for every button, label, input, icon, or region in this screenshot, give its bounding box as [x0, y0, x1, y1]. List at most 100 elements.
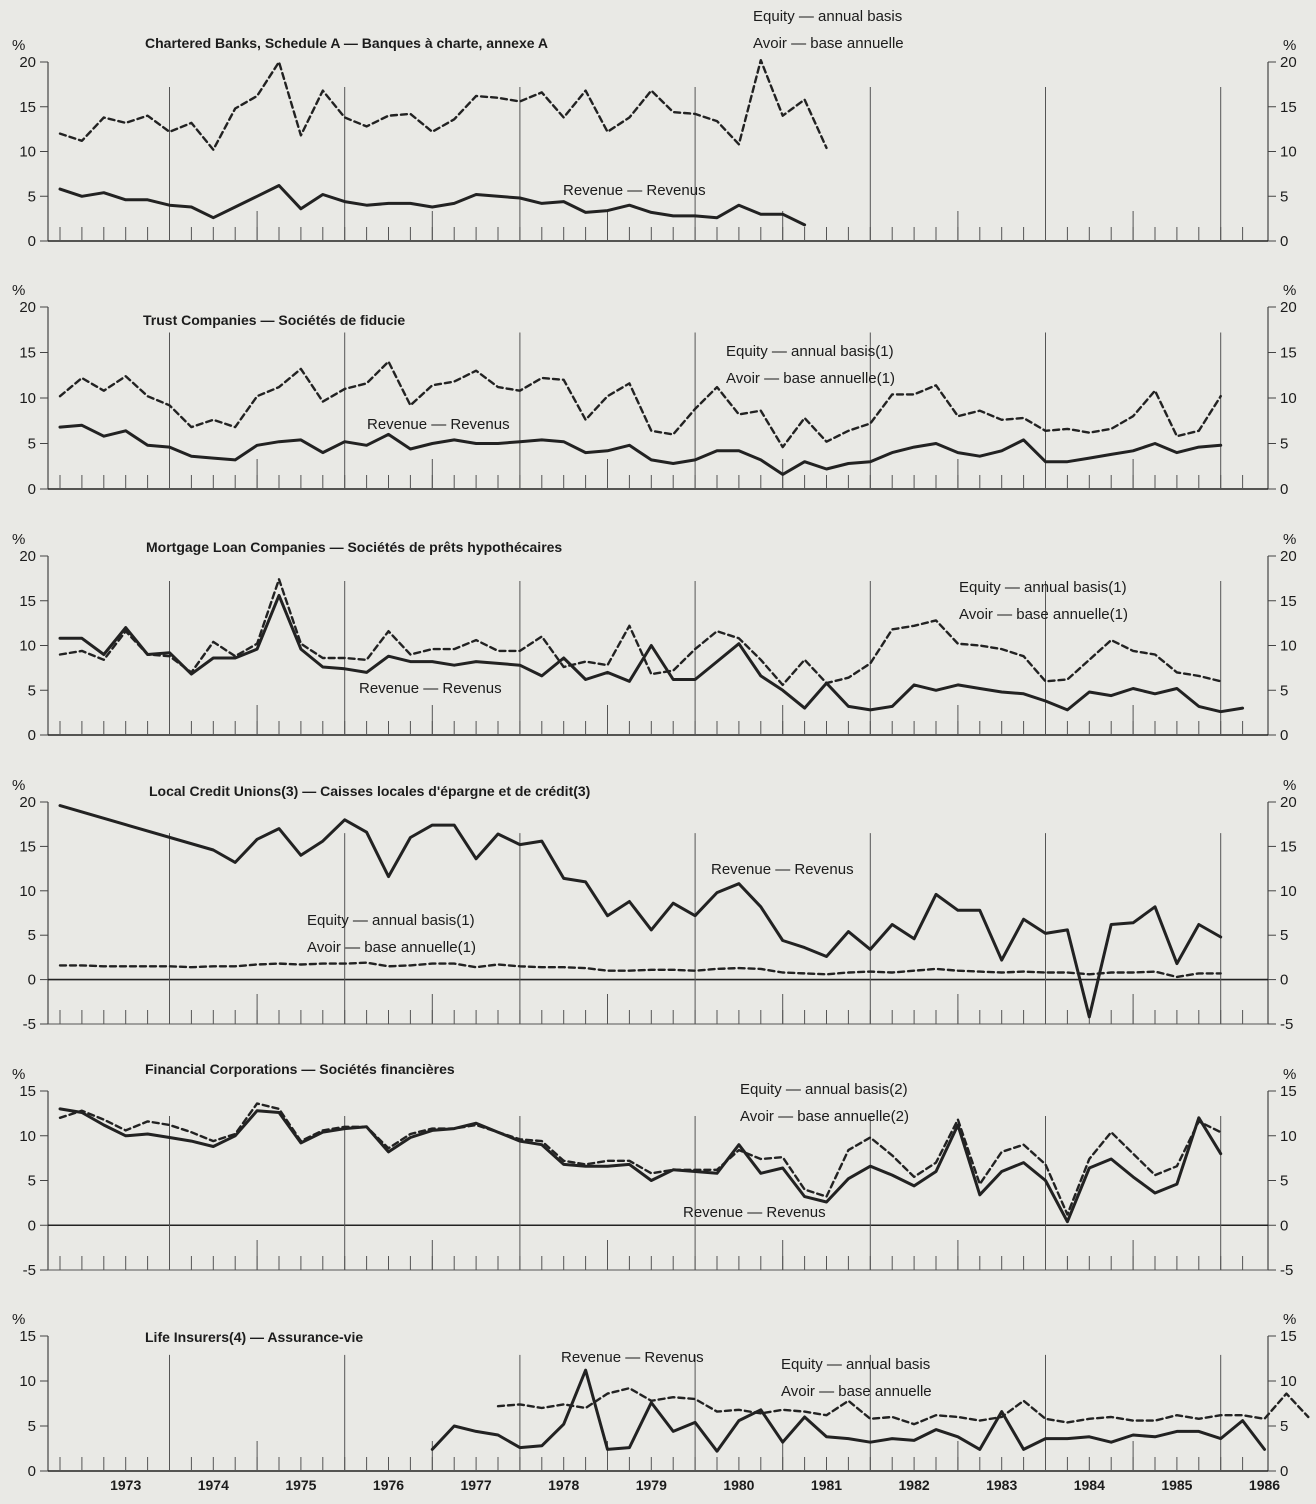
y-tick-label: 15	[19, 1083, 36, 1100]
y-tick-label: 15	[1280, 345, 1297, 362]
series-label: Revenue — Revenus	[561, 1349, 704, 1366]
panel-title: Chartered Banks, Schedule A — Banques à …	[145, 35, 548, 51]
series-line-2	[58, 184, 807, 227]
y-tick-label: 20	[1280, 548, 1297, 565]
series-line-1	[58, 59, 828, 151]
x-tick-label: 1980	[723, 1477, 754, 1493]
panel-5: % % -5 -5 0 0 5 5 10 10 15 15 Financial Corporations…	[12, 1061, 1297, 1279]
y-tick-label: 0	[1280, 1463, 1288, 1480]
y-tick-label: 10	[1280, 144, 1297, 161]
series-label: Equity — annual basis(1)	[959, 579, 1127, 596]
y-tick-label: 15	[1280, 593, 1297, 610]
y-tick-label: 5	[1280, 1418, 1288, 1435]
series-label: Revenue — Revenus	[711, 861, 854, 878]
series-line-1	[58, 578, 1222, 687]
series-label: Revenue — Revenus	[359, 680, 502, 697]
series-label: Revenue — Revenus	[563, 182, 706, 199]
y-tick-label: 0	[28, 1217, 36, 1234]
y-tick-label: 10	[19, 144, 36, 161]
y-tick-label: 10	[1280, 390, 1297, 407]
y-tick-label: 10	[1280, 883, 1297, 900]
y-tick-label: 5	[1280, 927, 1288, 944]
panel-title: Mortgage Loan Companies — Sociétés de pr…	[146, 539, 562, 555]
panel-6: % % 0 0 5 5 10 10 15 15 Life Insurers(4) — Assuran…	[12, 1311, 1310, 1480]
y-tick-label: 15	[1280, 99, 1297, 116]
series-label: Avoir — base annuelle(2)	[740, 1108, 909, 1125]
y-tick-label: 10	[19, 1373, 36, 1390]
y-tick-label: 15	[19, 99, 36, 116]
series-line-1	[58, 804, 1223, 1019]
y-tick-label: 10	[19, 638, 36, 655]
y-tick-label: 15	[1280, 838, 1297, 855]
y-tick-label: 20	[19, 548, 36, 565]
y-tick-label: 15	[19, 593, 36, 610]
x-tick-label: 1975	[285, 1477, 316, 1493]
y-tick-label: 5	[1280, 188, 1288, 205]
y-tick-label: 20	[1280, 54, 1297, 71]
series-label: Revenue — Revenus	[367, 416, 510, 433]
y-unit-right: %	[1283, 1311, 1296, 1328]
y-unit-right: %	[1283, 531, 1296, 548]
y-unit-right: %	[1283, 282, 1296, 299]
y-tick-label: 5	[1280, 436, 1288, 453]
y-unit-right: %	[1283, 37, 1296, 54]
y-tick-label: 20	[1280, 299, 1297, 316]
x-tick-label: 1986	[1249, 1477, 1280, 1493]
y-unit-right: %	[1283, 1066, 1296, 1083]
y-tick-label: 0	[1280, 727, 1288, 744]
y-tick-label: 0	[28, 1463, 36, 1480]
series-label: Equity — annual basis	[753, 8, 902, 25]
series-label: Avoir — base annuelle	[753, 35, 904, 52]
x-tick-label: 1973	[110, 1477, 141, 1493]
y-tick-label: -5	[23, 1016, 36, 1033]
y-unit-left: %	[12, 282, 25, 299]
y-tick-label: 20	[19, 54, 36, 71]
panel-3: % % 0 0 5 5 10 10 15 15 20 20 Mortgage Loan Companie…	[12, 531, 1297, 744]
y-tick-label: 5	[28, 436, 36, 453]
x-tick-label: 1981	[811, 1477, 842, 1493]
y-tick-label: 20	[1280, 794, 1297, 811]
y-tick-label: 5	[28, 927, 36, 944]
y-tick-label: 0	[28, 233, 36, 250]
series-line-2	[58, 593, 1245, 714]
series-label: Equity — annual basis(1)	[307, 912, 475, 929]
series-label: Equity — annual basis	[781, 1356, 930, 1373]
y-tick-label: 0	[28, 972, 36, 989]
y-tick-label: 15	[19, 345, 36, 362]
y-tick-label: -5	[1280, 1262, 1293, 1279]
y-tick-label: 20	[19, 794, 36, 811]
x-tick-label: 1974	[198, 1477, 229, 1493]
series-label: Avoir — base annuelle(1)	[307, 939, 476, 956]
series-label: Revenue — Revenus	[683, 1204, 826, 1221]
y-tick-label: 10	[19, 1128, 36, 1145]
y-tick-label: 0	[28, 727, 36, 744]
y-unit-left: %	[12, 1311, 25, 1328]
y-tick-label: 5	[28, 1173, 36, 1190]
y-tick-label: 10	[1280, 1128, 1297, 1145]
y-unit-left: %	[12, 1066, 25, 1083]
y-tick-label: 10	[1280, 1373, 1297, 1390]
y-tick-label: 0	[1280, 1217, 1288, 1234]
y-tick-label: 0	[1280, 972, 1288, 989]
panel-title: Local Credit Unions(3) — Caisses locales…	[149, 783, 590, 799]
y-tick-label: 0	[1280, 233, 1288, 250]
series-line-2	[58, 961, 1222, 979]
panel-2: % % 0 0 5 5 10 10 15 15 20 20 Trust Companies — Soci…	[12, 282, 1297, 498]
y-tick-label: 5	[1280, 1173, 1288, 1190]
series-line-1	[58, 1102, 1222, 1216]
y-tick-label: 10	[19, 883, 36, 900]
y-unit-left: %	[12, 531, 25, 548]
y-unit-right: %	[1283, 777, 1296, 794]
y-tick-label: 15	[19, 838, 36, 855]
panel-4: % % -5 -5 0 0 5 5 10 10 15 15 20 20 Local Credit Union…	[12, 777, 1297, 1033]
series-line-2	[496, 1387, 1310, 1426]
y-tick-label: 5	[28, 682, 36, 699]
y-tick-label: 0	[1280, 481, 1288, 498]
y-tick-label: 0	[28, 481, 36, 498]
y-tick-label: 15	[1280, 1083, 1297, 1100]
series-line-2	[58, 1107, 1223, 1224]
panel-title: Trust Companies — Sociétés de fiducie	[143, 312, 405, 328]
y-unit-left: %	[12, 777, 25, 794]
y-tick-label: 15	[19, 1328, 36, 1345]
